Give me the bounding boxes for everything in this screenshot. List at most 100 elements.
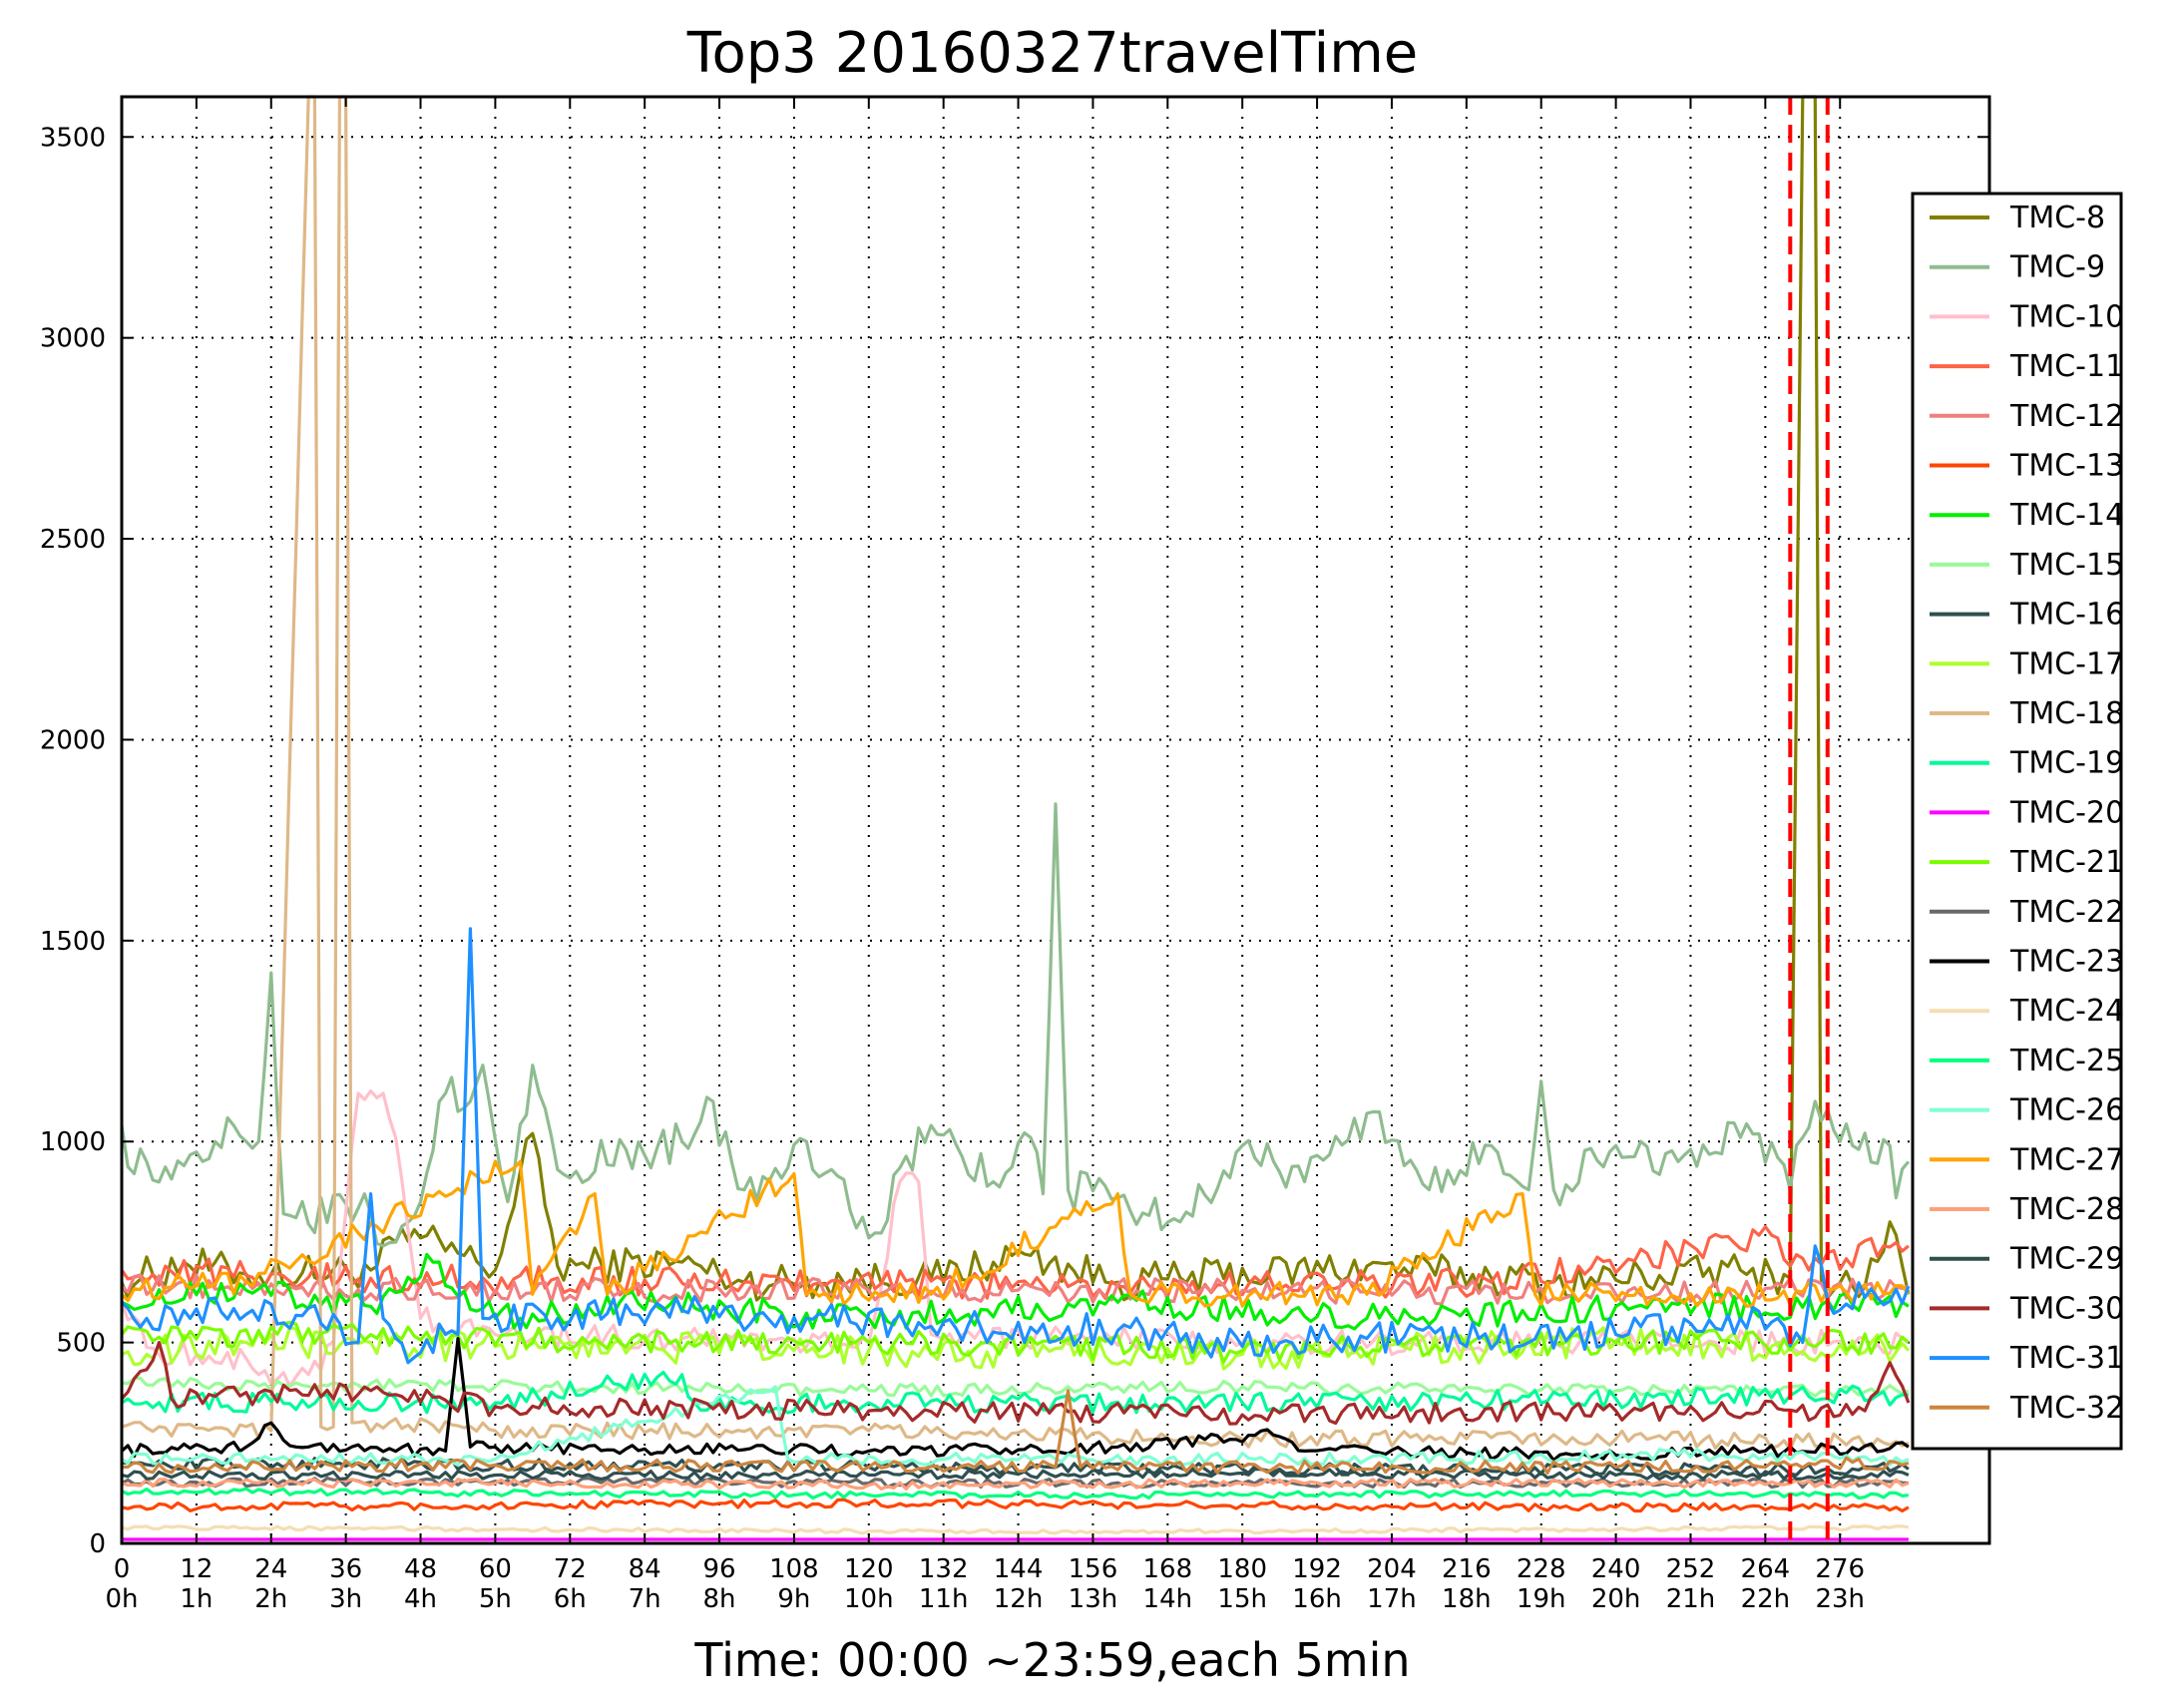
series-line-tmc-13 (121, 1497, 1910, 1513)
x-tick-sublabel: 12h (994, 1584, 1044, 1614)
legend-label: TMC-10 (2009, 299, 2124, 334)
y-tick-label: 2500 (40, 525, 106, 555)
x-tick-label: 120 (844, 1554, 894, 1584)
chart-title: Top3 20160327travelTime (686, 21, 1418, 86)
series-line-tmc-29 (121, 1468, 1910, 1482)
legend-label: TMC-25 (2009, 1044, 2124, 1078)
x-tick-label: 216 (1442, 1554, 1492, 1584)
series-line-tmc-8 (120, 95, 1911, 1302)
y-tick-label: 2000 (40, 725, 106, 755)
x-tick-label: 204 (1367, 1554, 1417, 1584)
x-tick-label: 228 (1517, 1554, 1566, 1584)
x-tick-sublabel: 3h (329, 1584, 362, 1614)
legend-label: TMC-9 (2009, 250, 2105, 285)
legend-label: TMC-29 (2009, 1242, 2124, 1277)
y-tick-label: 3500 (40, 123, 106, 153)
y-tick-label: 1000 (40, 1127, 106, 1157)
x-tick-sublabel: 8h (703, 1584, 736, 1614)
legend-label: TMC-31 (2009, 1341, 2124, 1376)
legend-label: TMC-30 (2009, 1291, 2124, 1326)
x-tick-label: 0 (114, 1554, 131, 1584)
x-tick-sublabel: 22h (1741, 1584, 1791, 1614)
y-tick-label: 0 (89, 1529, 106, 1559)
legend-label: TMC-28 (2009, 1192, 2124, 1227)
x-axis-label: Time: 00:00 ~23:59,each 5min (693, 1633, 1410, 1687)
x-tick-sublabel: 9h (777, 1584, 810, 1614)
x-tick-label: 144 (994, 1554, 1044, 1584)
x-tick-sublabel: 19h (1517, 1584, 1566, 1614)
x-tick-label: 276 (1815, 1554, 1865, 1584)
x-tick-sublabel: 18h (1442, 1584, 1492, 1614)
series-line-tmc-14 (121, 1252, 1910, 1331)
x-tick-label: 72 (554, 1554, 587, 1584)
x-tick-sublabel: 10h (844, 1584, 894, 1614)
x-tick-sublabel: 5h (479, 1584, 512, 1614)
x-tick-sublabel: 6h (554, 1584, 587, 1614)
series-line-tmc-18 (121, 95, 1910, 1452)
x-tick-sublabel: 21h (1666, 1584, 1716, 1614)
x-tick-sublabel: 7h (629, 1584, 661, 1614)
legend-label: TMC-15 (2009, 548, 2124, 583)
x-tick-sublabel: 2h (254, 1584, 287, 1614)
legend-label: TMC-20 (2009, 795, 2124, 830)
x-tick-label: 48 (404, 1554, 437, 1584)
series-line-tmc-24 (121, 1524, 1910, 1535)
series-line-tmc-26 (121, 1385, 1910, 1467)
x-tick-sublabel: 17h (1367, 1584, 1417, 1614)
x-tick-label: 168 (1142, 1554, 1192, 1584)
x-tick-label: 24 (254, 1554, 287, 1584)
legend-label: TMC-27 (2009, 1142, 2124, 1177)
series-line-tmc-30 (120, 1341, 1911, 1426)
marker-lines (1788, 97, 1830, 1543)
x-tick-sublabel: 1h (180, 1584, 213, 1614)
legend-label: TMC-11 (2009, 349, 2124, 384)
x-tick-sublabel: 20h (1591, 1584, 1641, 1614)
x-tick-sublabel: 13h (1069, 1584, 1118, 1614)
x-tick-sublabel: 4h (404, 1584, 437, 1614)
x-tick-label: 108 (769, 1554, 819, 1584)
x-tick-label: 60 (479, 1554, 512, 1584)
legend-label: TMC-26 (2009, 1093, 2124, 1128)
legend-label: TMC-16 (2009, 598, 2124, 633)
x-tick-label: 132 (919, 1554, 969, 1584)
legend-label: TMC-22 (2009, 895, 2124, 930)
x-tick-label: 252 (1666, 1554, 1716, 1584)
series-lines (120, 95, 1911, 1541)
x-tick-sublabel: 23h (1815, 1584, 1865, 1614)
x-tick-label: 96 (702, 1554, 735, 1584)
legend-label: TMC-21 (2009, 845, 2124, 880)
legend-label: TMC-8 (2009, 201, 2105, 235)
legend-label: TMC-17 (2009, 646, 2124, 681)
legend-label: TMC-14 (2009, 498, 2124, 533)
legend: TMC-8 TMC-9 TMC-10 TMC-11 TMC-12 TMC-13 TMC-14… (1911, 192, 2124, 1451)
series-line-tmc-12 (120, 1273, 1910, 1306)
x-tick-sublabel: 16h (1292, 1584, 1342, 1614)
legend-label: TMC-13 (2009, 449, 2124, 484)
y-tick-label: 500 (56, 1329, 106, 1359)
series-line-tmc-32 (122, 1389, 1910, 1475)
series-line-tmc-27 (120, 1159, 1911, 1308)
series-line-tmc-31 (120, 927, 1911, 1365)
x-tick-label: 156 (1069, 1554, 1118, 1584)
x-tick-label: 264 (1741, 1554, 1791, 1584)
x-tick-label: 192 (1292, 1554, 1342, 1584)
grid-lines (122, 97, 1989, 1543)
x-tick-sublabel: 0h (105, 1584, 138, 1614)
x-tick-sublabel: 15h (1217, 1584, 1267, 1614)
legend-label: TMC-18 (2009, 696, 2124, 731)
x-tick-sublabel: 14h (1143, 1584, 1193, 1614)
series-line-tmc-28 (121, 1478, 1910, 1491)
y-axis-ticks: 0 500 1000 1500 2000 2500 3000 3500 (40, 123, 1989, 1559)
series-line-tmc-25 (121, 1487, 1910, 1500)
legend-box (1911, 192, 2123, 1451)
legend-label: TMC-32 (2009, 1391, 2124, 1426)
legend-label: TMC-12 (2009, 399, 2124, 434)
x-tick-label: 180 (1217, 1554, 1267, 1584)
x-tick-label: 84 (629, 1554, 661, 1584)
y-tick-label: 3000 (40, 324, 106, 354)
x-tick-label: 240 (1591, 1554, 1641, 1584)
x-tick-sublabel: 11h (919, 1584, 969, 1614)
